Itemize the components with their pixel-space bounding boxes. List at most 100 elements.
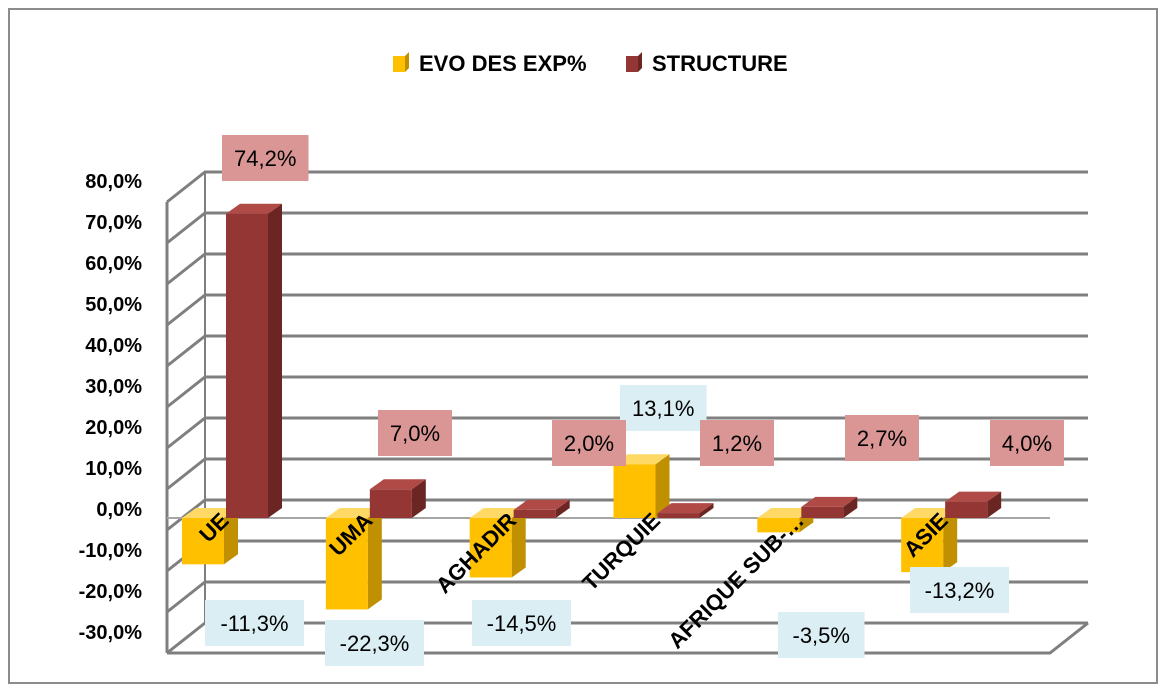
bar-structure <box>801 496 858 518</box>
bar-front <box>901 518 944 573</box>
bar-side <box>843 496 858 518</box>
bar-top <box>369 479 426 490</box>
legend: EVO DES EXP% STRUCTURE <box>393 51 788 76</box>
data-label-text: -14,5% <box>487 611 557 636</box>
bar-side <box>943 508 958 573</box>
bar-structure <box>945 491 1002 518</box>
bar-front <box>325 518 368 610</box>
bar-evo-des-exp <box>325 508 382 610</box>
bar-evo-des-exp <box>469 508 526 578</box>
bar-side <box>511 508 526 578</box>
legend-label: STRUCTURE <box>652 51 788 76</box>
bar-side <box>411 479 426 518</box>
data-labels: -11,3% -22,3% -14,5% 13,1% -3,5% -13,2% 74,2% 7… <box>205 135 1064 666</box>
y-tick-label: 10,0% <box>85 458 142 480</box>
y-tick-label: -20,0% <box>79 581 143 603</box>
bar-front <box>801 506 844 518</box>
bar-front <box>469 518 512 578</box>
bar-side <box>555 499 570 518</box>
y-tick-label: 30,0% <box>85 376 142 398</box>
data-label-box <box>552 420 626 466</box>
bar-top <box>469 508 526 518</box>
y-tick-label: 20,0% <box>85 417 142 439</box>
data-label-evo-des-exp: -14,5% <box>472 600 571 646</box>
bar-front <box>513 509 556 518</box>
bar-structure <box>226 203 282 519</box>
data-label-box <box>620 385 707 431</box>
data-label-text: 2,0% <box>564 431 614 456</box>
data-label-text: -22,3% <box>340 631 410 656</box>
bar-top <box>945 491 1002 502</box>
bar-front <box>369 489 412 518</box>
bar-top <box>513 499 570 510</box>
y-tick-label: -30,0% <box>79 622 143 644</box>
bar-top <box>325 508 382 518</box>
bar-structure <box>657 503 714 518</box>
data-label-structure: 4,0% <box>990 420 1064 466</box>
data-label-text: 7,0% <box>390 421 440 446</box>
bar-front <box>613 464 656 518</box>
y-tick-label: 70,0% <box>85 212 142 234</box>
bar-top <box>613 454 670 465</box>
bar-side <box>987 491 1002 518</box>
bar-structure <box>369 479 426 518</box>
gridline <box>166 334 1088 368</box>
bar-top <box>182 508 238 518</box>
legend-item: EVO DES EXP% <box>393 51 587 76</box>
data-label-box <box>845 415 919 461</box>
bar-front <box>226 213 268 518</box>
y-tick-label: -10,0% <box>79 540 143 562</box>
y-axis-ticks: 80,0% 70,0% 60,0% 50,0% 40,0% 30,0% 20,0% 10,0%… <box>79 171 143 644</box>
bar-side <box>367 508 382 610</box>
bar-side <box>268 203 282 519</box>
y-tick-label: 80,0% <box>85 171 142 193</box>
data-label-structure: 7,0% <box>378 410 452 456</box>
bar-top <box>226 203 282 214</box>
data-label-text: 13,1% <box>632 396 694 421</box>
bar-front <box>757 518 800 533</box>
data-label-evo-des-exp: -22,3% <box>325 620 424 666</box>
data-label-text: -13,2% <box>925 578 995 603</box>
data-label-box <box>378 410 452 456</box>
data-label-evo-des-exp: 13,1% <box>620 385 707 431</box>
legend-label: EVO DES EXP% <box>419 51 587 76</box>
data-label-evo-des-exp: -11,3% <box>205 600 304 646</box>
legend-swatch <box>626 56 638 72</box>
bar-top <box>657 503 714 514</box>
data-label-structure: 74,2% <box>222 135 309 181</box>
bar-top <box>757 508 814 518</box>
gridline <box>166 293 1088 327</box>
bar-evo-des-exp <box>613 454 670 518</box>
bar-top <box>801 496 858 507</box>
gridline <box>166 211 1088 245</box>
legend-swatch <box>393 56 405 72</box>
bar-side <box>224 508 238 565</box>
data-label-text: 4,0% <box>1002 431 1052 456</box>
floor-edge <box>167 621 1089 655</box>
data-label-box <box>222 135 309 181</box>
data-label-box <box>700 420 774 466</box>
y-tick-label: 40,0% <box>85 335 142 357</box>
data-label-text: 1,2% <box>712 431 762 456</box>
data-label-text: 2,7% <box>857 426 907 451</box>
bar-evo-des-exp <box>901 508 958 573</box>
data-label-box <box>472 600 571 646</box>
data-label-box <box>910 567 1009 613</box>
legend-item: STRUCTURE <box>626 51 788 76</box>
bar-side <box>655 454 670 518</box>
y-tick-label: 0,0% <box>96 499 142 521</box>
bars <box>182 203 1002 610</box>
data-label-structure: 1,2% <box>700 420 774 466</box>
data-label-box <box>205 600 304 646</box>
bar-front <box>182 518 224 565</box>
data-label-evo-des-exp: -3,5% <box>778 612 865 658</box>
bar-side <box>699 503 714 518</box>
data-label-structure: 2,0% <box>552 420 626 466</box>
data-label-text: -3,5% <box>793 623 850 648</box>
data-label-box <box>990 420 1064 466</box>
data-label-structure: 2,7% <box>845 415 919 461</box>
bar-top <box>901 508 958 518</box>
data-label-evo-des-exp: -13,2% <box>910 567 1009 613</box>
data-label-box <box>325 620 424 666</box>
